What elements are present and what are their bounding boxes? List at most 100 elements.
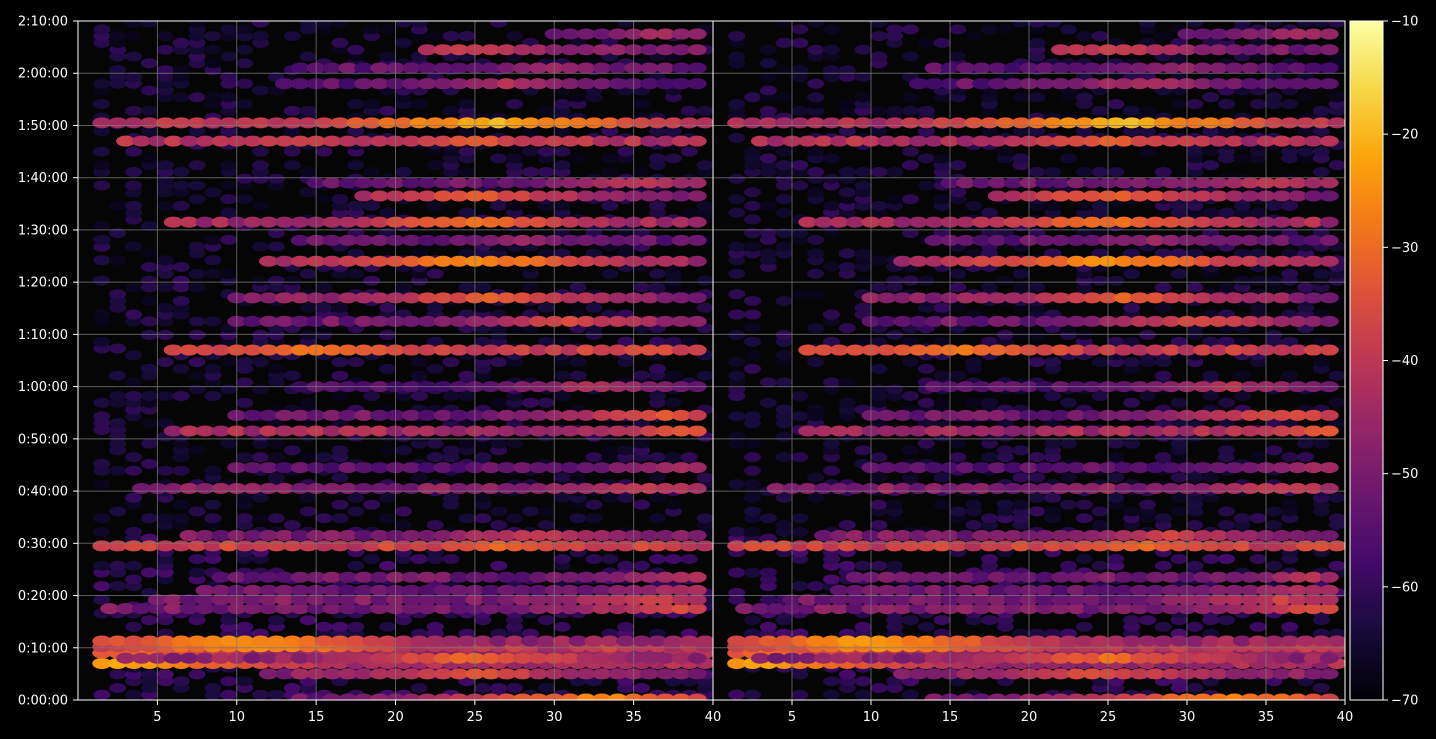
- heatmap-cell: [156, 200, 174, 211]
- y-tick-label: 0:50:00: [18, 432, 68, 447]
- heatmap-cell: [243, 409, 263, 421]
- heatmap-cell: [354, 409, 374, 421]
- heatmap-cell: [814, 529, 834, 541]
- heatmap-cell: [322, 255, 342, 267]
- heatmap-cell: [1224, 652, 1244, 664]
- heatmap-cell: [1249, 513, 1267, 524]
- heatmap-cell: [965, 31, 983, 42]
- heatmap-cell: [393, 635, 413, 647]
- heatmap-cell: [188, 506, 206, 517]
- heatmap-cell: [513, 177, 532, 189]
- heatmap-cell: [585, 452, 603, 463]
- heatmap-cell: [322, 409, 342, 421]
- heatmap-cell: [109, 391, 127, 402]
- heatmap-cell: [338, 693, 358, 700]
- heatmap-cell: [893, 425, 913, 437]
- heatmap-cell: [775, 194, 793, 205]
- heatmap-cell: [473, 635, 493, 647]
- heatmap-cell: [1281, 418, 1299, 429]
- heatmap-cell: [807, 289, 825, 300]
- heatmap-cell: [1138, 635, 1157, 647]
- heatmap-cell: [1107, 472, 1125, 483]
- heatmap-cell: [956, 315, 976, 327]
- heatmap-cell: [956, 668, 976, 680]
- heatmap-cell: [379, 329, 397, 340]
- heatmap-cell: [354, 668, 374, 680]
- heatmap-cell: [401, 409, 421, 421]
- heatmap-cell: [521, 282, 539, 293]
- heatmap-cell: [1066, 255, 1086, 267]
- heatmap-cell: [497, 652, 517, 664]
- heatmap-cell: [728, 587, 746, 598]
- heatmap-cell: [829, 584, 849, 596]
- heatmap-cell: [728, 31, 746, 42]
- heatmap-cell: [322, 177, 342, 189]
- heatmap-cell: [267, 438, 285, 449]
- heatmap-cell: [893, 292, 913, 304]
- heatmap-cell: [671, 462, 691, 474]
- heatmap-cell: [560, 28, 580, 40]
- heatmap-cell: [1319, 529, 1339, 541]
- heatmap-cell: [1281, 621, 1299, 632]
- heatmap-cell: [1051, 177, 1071, 189]
- heatmap-cell: [1328, 21, 1345, 28]
- heatmap-cell: [1003, 652, 1023, 664]
- heatmap-cell: [1003, 234, 1023, 246]
- heatmap-cell: [854, 676, 872, 687]
- heatmap-cell: [458, 370, 476, 381]
- heatmap-cell: [1303, 216, 1323, 228]
- heatmap-cell: [877, 409, 897, 421]
- heatmap-cell: [379, 513, 397, 524]
- heatmap-cell: [838, 669, 856, 680]
- heatmap-cell: [956, 693, 976, 700]
- heatmap-cell: [458, 248, 476, 259]
- heatmap-cell: [1012, 126, 1030, 137]
- heatmap-cell: [671, 190, 691, 202]
- heatmap-cell: [347, 560, 365, 571]
- heatmap-cell: [220, 438, 238, 449]
- heatmap-cell: [837, 635, 857, 647]
- heatmap-cell: [1066, 425, 1086, 437]
- heatmap-cell: [640, 135, 659, 147]
- heatmap-cell: [949, 452, 967, 463]
- heatmap-cell: [987, 584, 1007, 596]
- heatmap-cell: [125, 105, 143, 116]
- heatmap-cell: [481, 255, 501, 267]
- heatmap-cell: [933, 336, 951, 347]
- heatmap-cell: [220, 689, 238, 700]
- heatmap-cell: [908, 425, 928, 437]
- heatmap-cell: [987, 255, 1007, 267]
- heatmap-cell: [1082, 603, 1102, 615]
- heatmap-cell: [560, 315, 580, 327]
- heatmap-cell: [370, 462, 390, 474]
- heatmap-cell: [1240, 255, 1260, 267]
- heatmap-cell: [322, 594, 342, 606]
- heatmap-cell: [1145, 62, 1165, 74]
- heatmap-cell: [886, 499, 904, 510]
- heatmap-cell: [1003, 462, 1023, 474]
- heatmap-cell: [536, 635, 556, 647]
- heatmap-cell: [252, 241, 270, 252]
- heatmap-cell: [1288, 668, 1308, 680]
- heatmap-cell: [1066, 292, 1086, 304]
- heatmap-cell: [259, 652, 278, 664]
- heatmap-cell: [1202, 126, 1220, 137]
- heatmap-cell: [125, 526, 143, 537]
- heatmap-cell: [972, 603, 992, 615]
- heatmap-cell: [1319, 28, 1339, 40]
- heatmap-cell: [1154, 248, 1172, 259]
- heatmap-cell: [1091, 357, 1109, 368]
- heatmap-cell: [1139, 146, 1156, 157]
- heatmap-cell: [608, 292, 628, 304]
- heatmap-cell: [744, 350, 761, 361]
- heatmap-cell: [1272, 344, 1292, 356]
- heatmap-cell: [1051, 234, 1071, 246]
- heatmap-cell: [987, 292, 1007, 304]
- heatmap-cell: [163, 603, 183, 615]
- heatmap-cell: [759, 153, 777, 164]
- heatmap-cell: [728, 194, 746, 205]
- heatmap-cell: [902, 689, 919, 700]
- heatmap-cell: [592, 584, 612, 596]
- heatmap-cell: [331, 370, 349, 381]
- heatmap-cell: [671, 409, 691, 421]
